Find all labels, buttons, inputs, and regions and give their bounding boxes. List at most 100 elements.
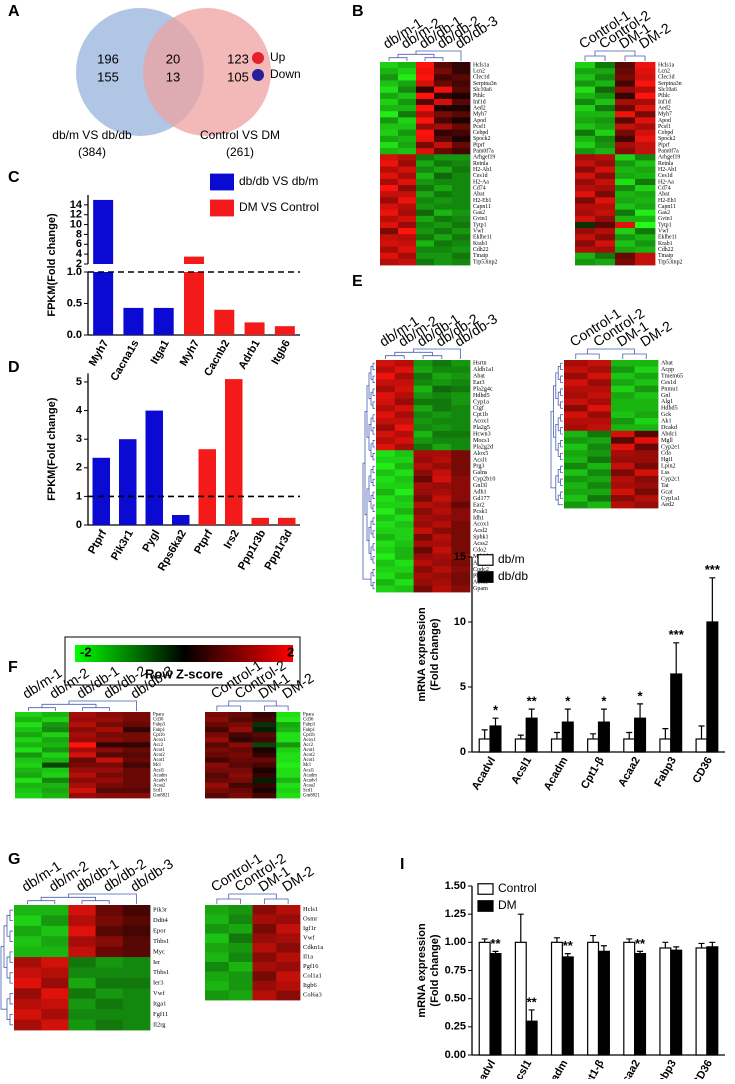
- heatmap-cell: [634, 469, 659, 477]
- heatmap-cell: [575, 105, 596, 112]
- x-tick-label: Pik3r1: [109, 528, 136, 563]
- heatmap-cell: [14, 905, 42, 916]
- heatmap-cell: [416, 191, 435, 198]
- bar: [198, 449, 216, 525]
- gene-label: Itga1: [153, 1000, 166, 1007]
- heatmap-cell: [451, 572, 471, 580]
- heatmap-cell: [376, 411, 396, 419]
- heatmap-cell: [611, 398, 635, 406]
- error-bar: [481, 729, 488, 739]
- heatmap-cell: [394, 424, 414, 432]
- heatmap-cell: [14, 967, 42, 979]
- gene-label: Igf1r: [303, 925, 317, 932]
- gene-label: Aed2: [661, 502, 674, 508]
- heatmap-cell: [452, 191, 471, 198]
- gene-label: Tmaip: [473, 253, 488, 259]
- row-dendrogram: [0, 946, 7, 1010]
- heatmap-cell: [615, 215, 636, 223]
- heatmap-cell: [451, 411, 471, 419]
- gene-label: Ear2: [473, 502, 485, 508]
- color-scale-label: Row Z-score: [145, 666, 223, 681]
- heatmap-cell: [575, 197, 596, 204]
- heatmap-cell: [228, 792, 253, 799]
- bar: [561, 721, 574, 753]
- heatmap-cell: [15, 762, 43, 769]
- heatmap-cell: [205, 747, 230, 753]
- heatmap-cell: [635, 240, 656, 247]
- heatmap-cell: [416, 135, 435, 143]
- gene-label: Acot1: [303, 748, 315, 753]
- gene-label: Acsl1: [473, 457, 487, 463]
- heatmap-cell: [587, 475, 612, 483]
- gene-label: Ptprf: [658, 141, 670, 148]
- error-bar: [492, 950, 499, 954]
- heatmap-cell: [42, 727, 70, 733]
- heatmap-cell: [451, 418, 471, 425]
- heatmap-cell: [432, 572, 452, 580]
- heatmap-cell: [615, 246, 636, 254]
- heatmap-cell: [228, 962, 253, 972]
- bar: [706, 621, 719, 753]
- heatmap-cell: [95, 946, 124, 958]
- heatmap-cell: [205, 772, 230, 779]
- gene-label: Hcls1a: [658, 62, 675, 68]
- heatmap-cell: [587, 372, 612, 380]
- row-dendrogram: [372, 414, 375, 422]
- gene-label: Cdo2: [473, 548, 486, 554]
- heatmap-cell: [380, 203, 399, 211]
- heatmap-cell: [452, 203, 471, 211]
- bar: [489, 725, 502, 753]
- heatmap-cell: [451, 372, 471, 380]
- heatmap-cell: [252, 952, 277, 963]
- gene-label: Capn11: [658, 204, 676, 210]
- heatmap-cell: [68, 925, 96, 937]
- gene-label: Acot2: [153, 753, 165, 758]
- heatmap-cell: [434, 228, 453, 235]
- gene-label: H2-Aa: [658, 179, 674, 185]
- heatmap-cell: [69, 752, 97, 758]
- heatmap-cell: [276, 924, 301, 934]
- heatmap-cell: [452, 185, 471, 192]
- heatmap-cell: [595, 191, 616, 198]
- gene-label: Alg1: [661, 399, 673, 405]
- heatmap-cell: [564, 456, 588, 464]
- heatmap-cell: [276, 772, 301, 779]
- heatmap-cell: [228, 787, 253, 794]
- heatmap-cell: [394, 521, 414, 528]
- heatmap-cell: [376, 540, 396, 548]
- heatmap-cell: [432, 418, 452, 425]
- error-bar: [553, 731, 560, 739]
- bar: [587, 941, 600, 1056]
- heatmap-cell: [69, 712, 97, 718]
- legend-swatch: [477, 883, 494, 895]
- bar: [695, 947, 708, 1056]
- error-bar: [590, 733, 597, 739]
- heatmap-cell: [615, 141, 636, 149]
- y-tick-label: 15: [454, 551, 466, 563]
- heatmap-cell: [432, 540, 452, 548]
- y-tick-label: 10: [454, 616, 466, 628]
- heatmap-cell: [416, 160, 435, 167]
- y-tick-label: 14: [70, 199, 83, 211]
- heatmap-cell: [228, 762, 253, 769]
- heatmap-cell: [252, 767, 277, 774]
- heatmap-cell: [451, 482, 471, 490]
- y-tick-label: 2: [76, 258, 82, 270]
- heatmap-cell: [564, 475, 588, 483]
- heatmap-cell: [432, 463, 452, 470]
- heatmap-cell: [376, 514, 396, 522]
- heatmap-cell: [394, 366, 414, 374]
- heatmap-cell: [276, 727, 301, 733]
- heatmap-cell: [394, 392, 414, 400]
- heatmap-cell: [575, 228, 596, 235]
- heatmap-cell: [434, 129, 453, 137]
- gene-label: Cyp2c1: [661, 476, 680, 482]
- gene-label: Pthlc: [473, 93, 485, 99]
- row-dendrogram: [372, 440, 375, 448]
- y-tick-label: 0.75: [445, 964, 466, 976]
- heatmap-cell: [611, 417, 635, 425]
- heatmap-cell: [14, 977, 42, 989]
- heatmap-cell: [252, 981, 277, 991]
- gene-label: Myh7: [473, 112, 487, 118]
- gene-label: Ppara: [303, 713, 315, 718]
